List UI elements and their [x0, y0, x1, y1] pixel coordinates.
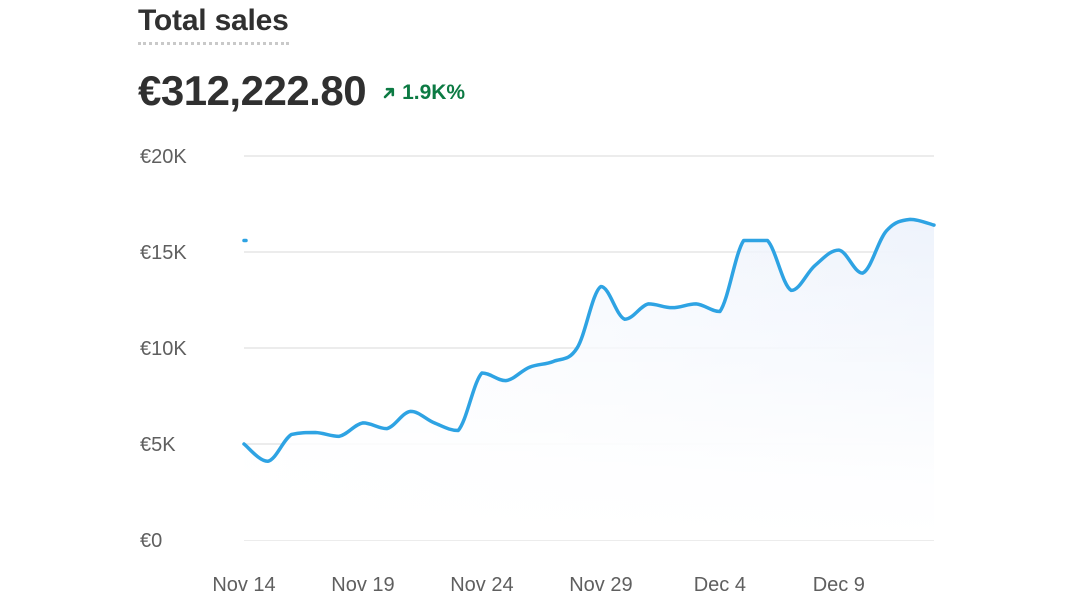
change-value: 1.9K% [402, 81, 466, 104]
y-tick-label: €15K [140, 242, 187, 264]
x-tick-label: Dec 9 [813, 574, 865, 596]
y-tick-label: €0 [140, 530, 162, 552]
y-tick-label: €20K [140, 146, 187, 168]
sales-series [242, 217, 936, 464]
arrow-up-right-icon [383, 87, 395, 99]
x-tick-label: Nov 24 [450, 574, 513, 596]
y-tick-label: €10K [140, 338, 187, 360]
x-tick-label: Nov 14 [212, 574, 275, 596]
area-fade [244, 219, 934, 541]
x-tick-label: Nov 19 [331, 574, 394, 596]
x-axis: Nov 14 Nov 19 Nov 24 Nov 29 Dec 4 Dec 9 [212, 574, 865, 596]
card-title[interactable]: Total sales [138, 2, 289, 45]
y-tick-label: €5K [140, 434, 176, 456]
x-tick-label: Nov 29 [569, 574, 632, 596]
sales-area [244, 219, 934, 541]
x-tick-label: Dec 4 [694, 574, 746, 596]
y-axis: €0 €5K €10K €15K €20K [140, 146, 187, 552]
total-sales-value: €312,222.80 [138, 67, 367, 114]
change-badge: 1.9K% [382, 81, 465, 105]
sales-line [242, 217, 936, 464]
kpi-row: €312,222.80 1.9K% [138, 66, 465, 116]
